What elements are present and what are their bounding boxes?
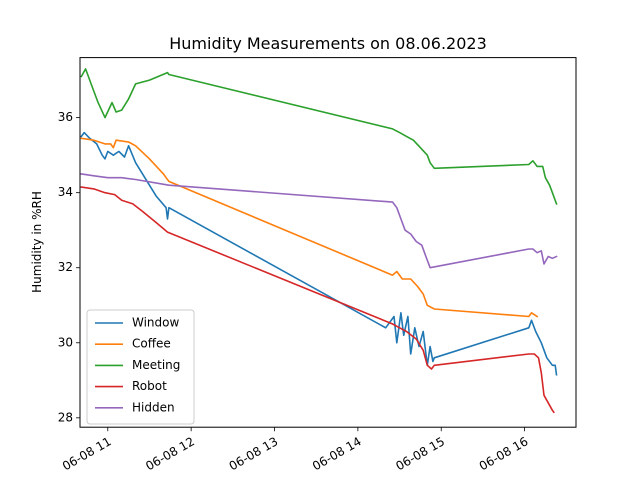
legend-label-robot: Robot [132, 379, 167, 393]
legend-box [86, 309, 195, 425]
axes-frame [79, 57, 577, 428]
y-axis-label: Humidity in %RH [30, 191, 44, 293]
y-tick-label: 34 [58, 185, 73, 199]
legend-label-meeting: Meeting [132, 358, 180, 372]
legend: Window Coffee Meeting Robot Hidden [86, 309, 195, 425]
y-axis: 28 30 32 34 36 [58, 110, 80, 424]
legend-label-window: Window [132, 316, 180, 330]
chart-title: Humidity Measurements on 08.06.2023 [169, 34, 487, 53]
plot-area [80, 68, 558, 414]
y-tick-label: 30 [58, 335, 73, 349]
y-tick-label: 28 [58, 410, 73, 424]
series-line-coffee [80, 137, 539, 318]
legend-label-coffee: Coffee [132, 337, 171, 351]
y-tick-label: 36 [58, 110, 73, 124]
series-line-meeting [80, 68, 558, 205]
legend-label-hidden: Hidden [132, 400, 175, 414]
y-tick-label: 32 [58, 260, 73, 274]
series-line-robot [80, 186, 555, 414]
series-line-hidden [80, 172, 558, 269]
